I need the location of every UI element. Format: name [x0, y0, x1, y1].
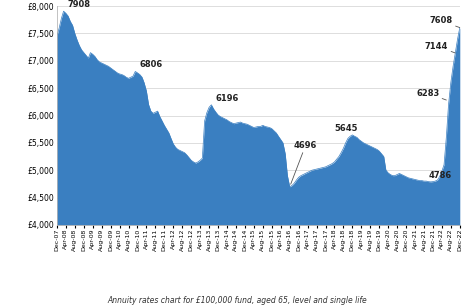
Text: 6283: 6283	[416, 89, 447, 100]
Text: 6806: 6806	[139, 60, 163, 69]
Text: 4786: 4786	[428, 171, 451, 180]
Text: 7608: 7608	[430, 16, 460, 28]
Text: Annuity rates chart for £100,000 fund, aged 65, level and single life: Annuity rates chart for £100,000 fund, a…	[107, 296, 367, 305]
Text: 7908: 7908	[68, 0, 91, 9]
Text: 6196: 6196	[216, 94, 239, 103]
Text: 5645: 5645	[334, 124, 358, 133]
Text: 7144: 7144	[425, 42, 456, 53]
Text: 4696: 4696	[291, 141, 317, 184]
